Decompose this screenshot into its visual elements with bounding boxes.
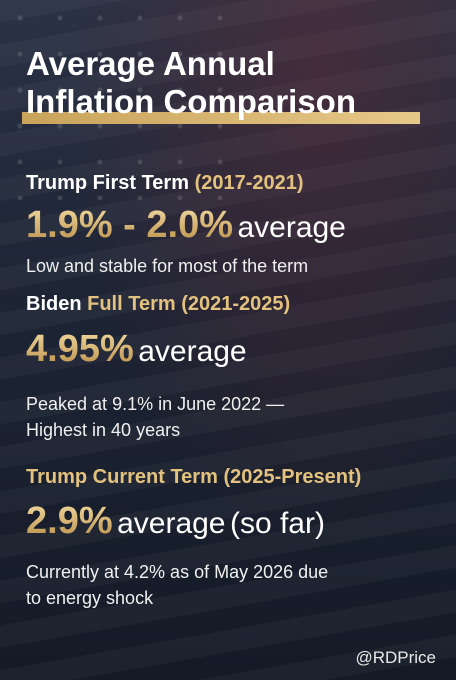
term-name: Biden [26,293,82,315]
section-heading: Biden Full Term (2021-2025) [26,293,290,316]
title-line: Inflation Comparison [26,83,356,120]
figure: 1.9% - 2.0% [26,204,233,246]
term-name: Trump First Term [26,172,189,194]
figure-row: 4.95% average [26,328,247,371]
term-period: (2025-Present) [223,466,362,488]
note: to energy shock [26,588,154,608]
flag-stars [0,0,240,200]
note: Highest in 40 years [26,420,181,440]
term-period: (2017-2021) [194,172,304,194]
section-heading: Trump First Term (2017-2021) [26,172,304,195]
figure-suffix: average [138,335,247,368]
term-label: Full Term [87,293,176,315]
figure-row: 2.9% average (so far) [26,500,325,543]
note: Peaked at 9.1% in June 2022 — [26,394,285,414]
section-heading: Trump Current Term (2025-Present) [26,466,361,489]
note: Currently at 4.2% as of May 2026 due [26,562,329,582]
term-name: Trump Current Term [26,466,218,488]
note: Low and stable for most of the term [26,256,309,276]
title-line: Average Annual [26,45,275,82]
figure: 4.95% [26,328,134,370]
figure-extra: (so far) [229,507,325,540]
title-underline [22,112,420,124]
figure: 2.9% [26,500,113,542]
figure-suffix: average [117,507,226,540]
figure-suffix: average [237,211,346,244]
term-period: (2021-2025) [181,293,291,315]
figure-row: 1.9% - 2.0% average [26,204,346,247]
handle: @RDPrice [355,648,436,667]
